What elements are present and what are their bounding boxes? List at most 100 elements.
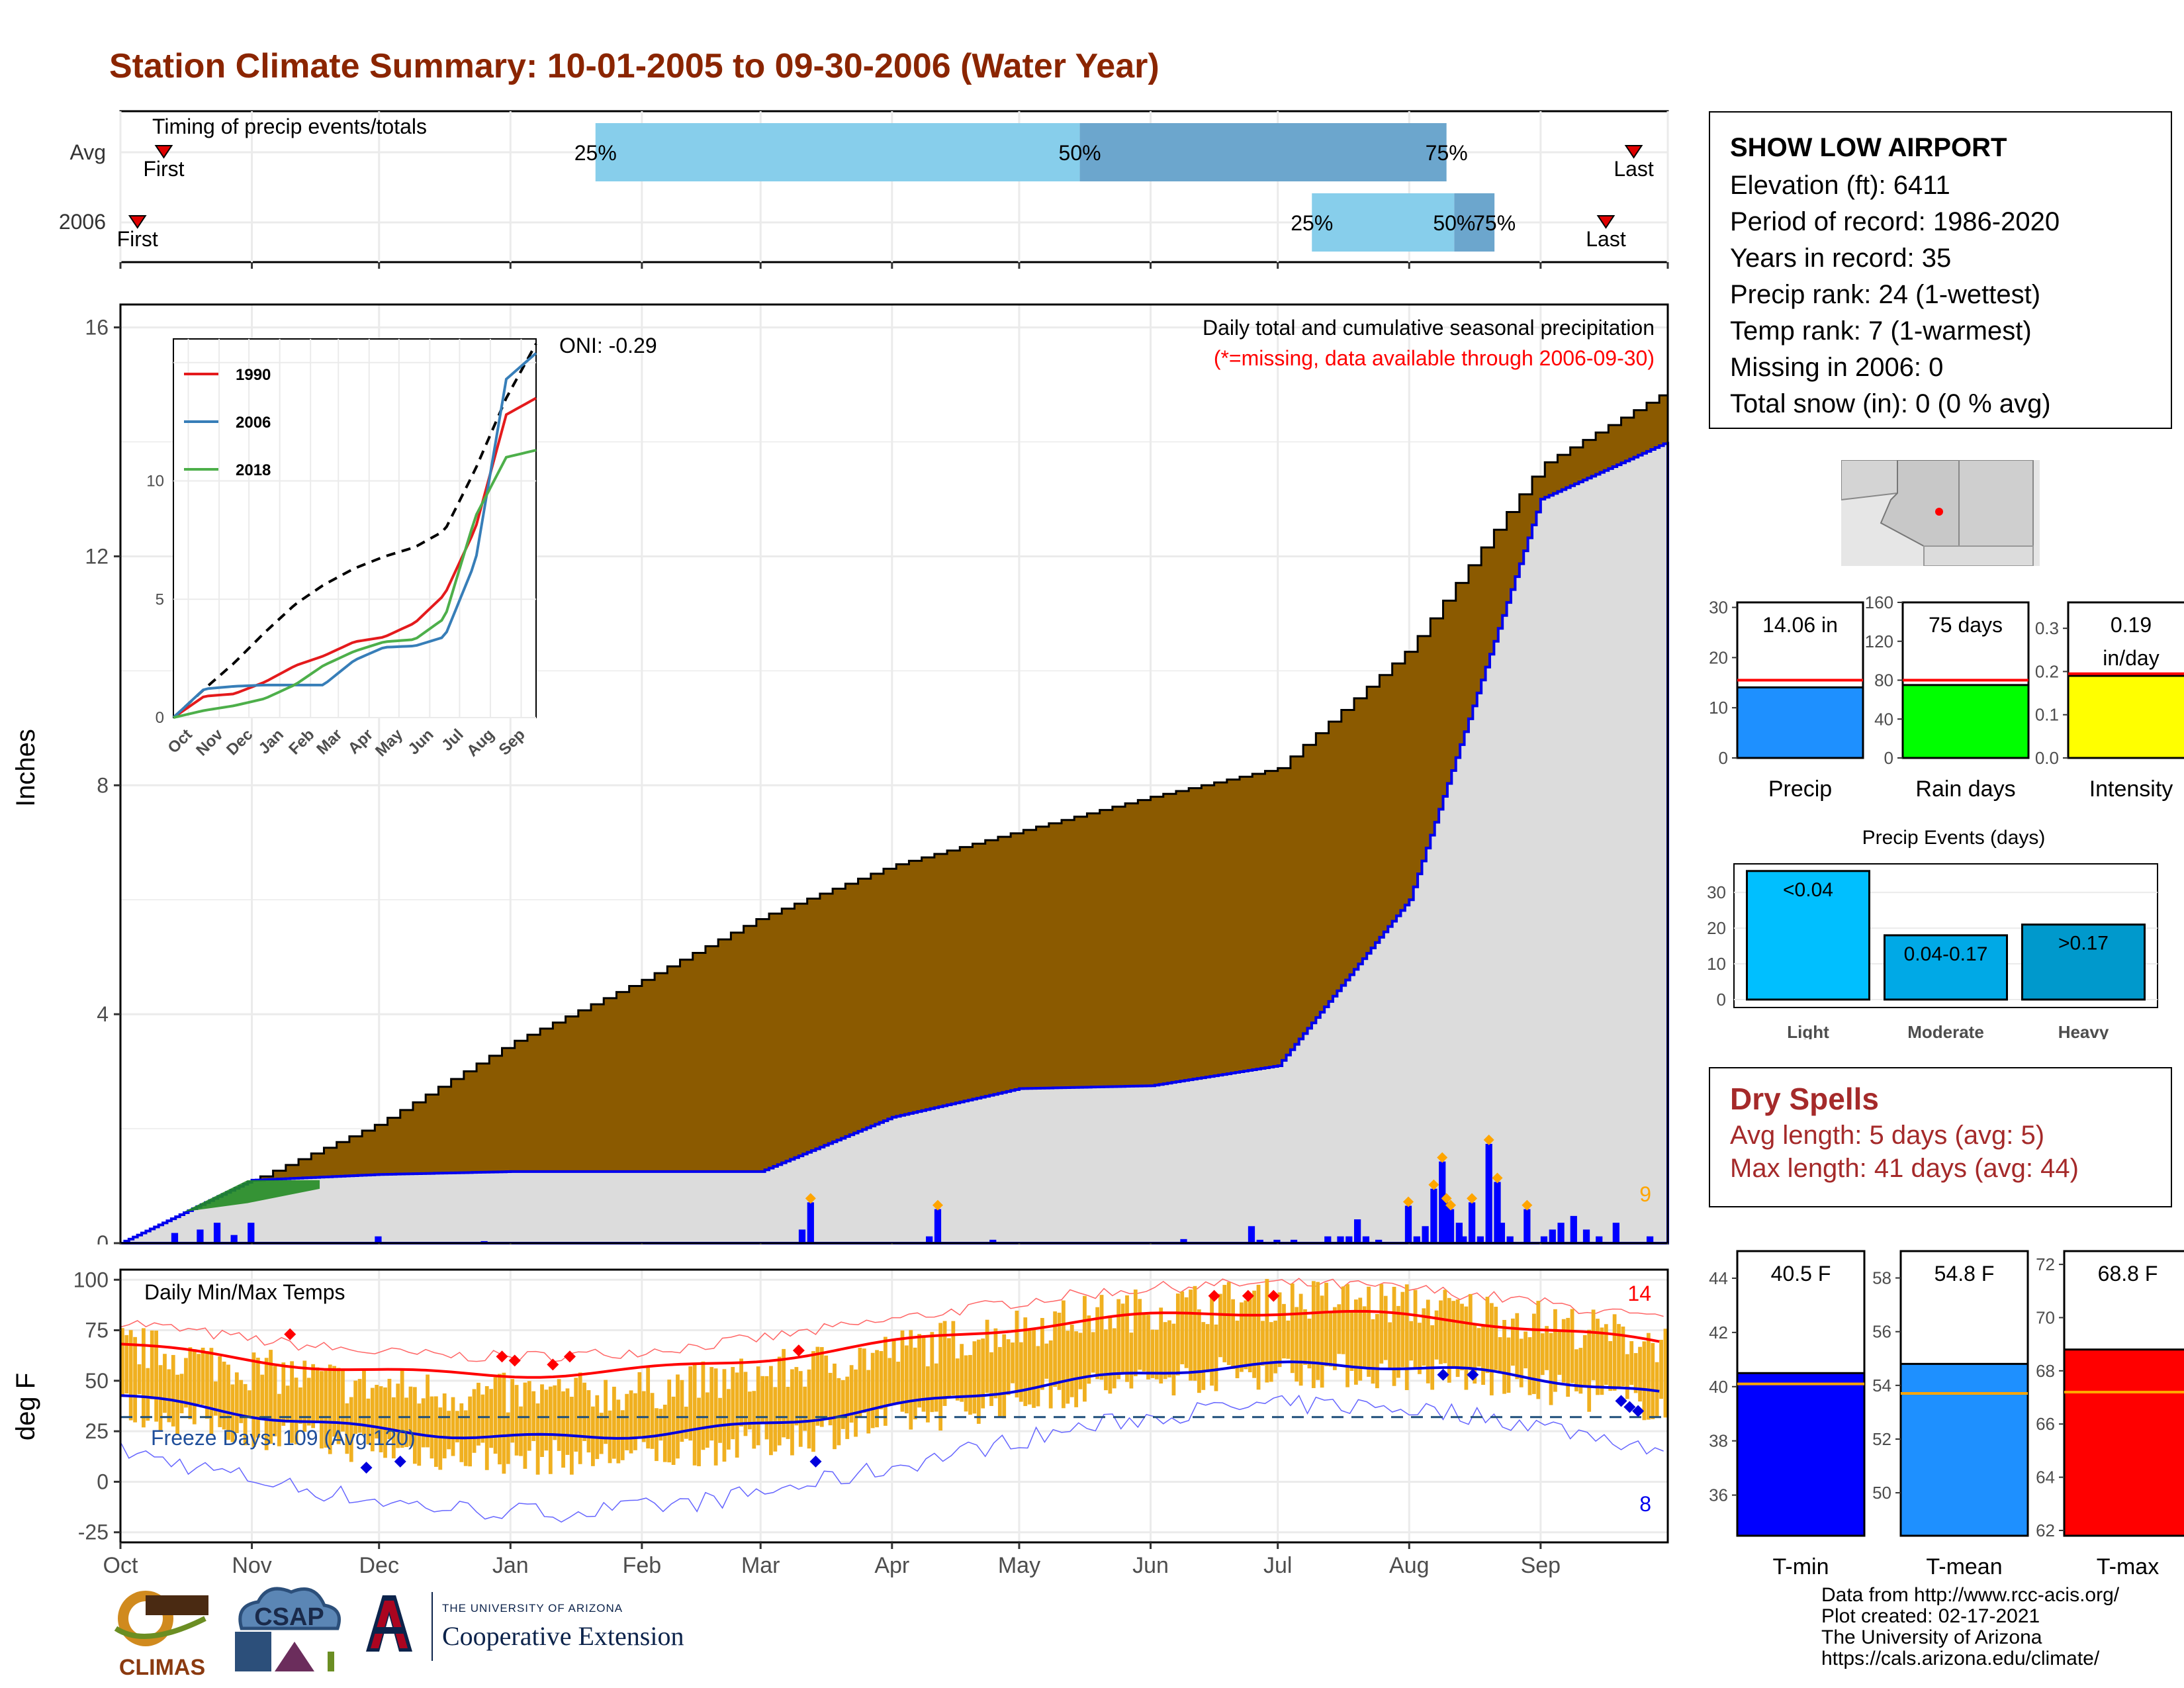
daily-temp-bar: [811, 1351, 815, 1452]
daily-temp-bar: [341, 1369, 345, 1432]
daily-precip-bar: [1443, 1202, 1450, 1243]
daily-temp-bar: [790, 1369, 794, 1456]
temp-y-tick-label: 25: [85, 1419, 109, 1443]
footer-line-data: Data from http://www.rcc-acis.org/: [1821, 1584, 2120, 1606]
daily-temp-bar: [1146, 1315, 1150, 1380]
daily-precip-bar: [1557, 1223, 1565, 1243]
daily-temp-bar: [1337, 1304, 1342, 1354]
temp-y-tick-label: 75: [85, 1319, 109, 1342]
daily-temp-bar: [819, 1346, 824, 1427]
mini-bar-tick-label: 0.3: [2035, 618, 2059, 638]
station-name: SHOW LOW AIRPORT: [1730, 133, 2007, 162]
daily-temp-bar: [1375, 1313, 1379, 1389]
daily-temp-bar: [218, 1356, 222, 1427]
heavy-precip-marker: [1402, 1196, 1414, 1207]
daily-temp-bar: [523, 1382, 527, 1469]
daily-precip-bar: [807, 1202, 814, 1243]
daily-temp-bar: [472, 1389, 477, 1453]
temp-y-tick-label: 50: [85, 1369, 109, 1393]
inset-legend-label: 1990: [236, 366, 271, 384]
daily-temp-bar: [510, 1379, 515, 1443]
daily-temp-bar: [1629, 1341, 1634, 1385]
temp-bar-value-label: 68.8 F: [2098, 1262, 2158, 1286]
daily-precip-bar: [375, 1236, 382, 1243]
hot-count: 14: [1627, 1282, 1651, 1305]
precip-y-tick-label: 0: [97, 1231, 109, 1244]
daily-temp-bar: [239, 1380, 244, 1423]
daily-temp-bar: [667, 1380, 672, 1463]
daily-temp-bar: [1578, 1348, 1583, 1394]
daily-precip-bar: [1477, 1236, 1484, 1243]
month-label: Mar: [741, 1553, 780, 1578]
daily-temp-bar: [773, 1387, 778, 1452]
daily-temp-bar: [947, 1338, 951, 1399]
timing-bar-q25-q50: [595, 123, 1080, 181]
daily-temp-bar: [1180, 1291, 1185, 1364]
daily-temp-bar: [1087, 1315, 1091, 1384]
daily-temp-bar: [480, 1394, 485, 1443]
daily-temp-bar: [154, 1331, 159, 1422]
daily-temp-bar: [960, 1344, 964, 1402]
daily-temp-bar: [459, 1403, 464, 1462]
daily-temp-bar: [519, 1406, 523, 1456]
temp-bar-tick-label: 64: [2036, 1468, 2055, 1487]
daily-temp-bar: [370, 1387, 375, 1452]
climas-logo: CLIMAS: [114, 1591, 208, 1680]
temp-content: [120, 1278, 1668, 1523]
heavy-precip-marker: [1467, 1193, 1478, 1204]
daily-temp-bar: [713, 1368, 718, 1466]
temp-bar-tick-label: 38: [1709, 1431, 1728, 1451]
temp-bar-value: [1736, 1372, 1866, 1537]
daily-precip-bar: [1180, 1239, 1187, 1243]
daily-temp-bar: [366, 1398, 371, 1444]
daily-temp-bar: [722, 1369, 727, 1462]
daily-temp-bar: [989, 1352, 993, 1406]
daily-temp-bar: [387, 1378, 392, 1440]
daily-temp-bar: [163, 1354, 167, 1413]
daily-temp-bar: [426, 1374, 430, 1448]
dry-spells-avg: Avg length: 5 days (avg: 5): [1730, 1121, 2045, 1150]
daily-temp-bar: [498, 1374, 502, 1465]
daily-temp-bar: [391, 1397, 396, 1459]
temp-bar-tick-label: 62: [2036, 1521, 2055, 1540]
daily-temp-bar: [926, 1366, 930, 1423]
daily-temp-bar: [544, 1389, 549, 1451]
mini-bar-label: Precip: [1768, 776, 1832, 802]
daily-temp-bar: [1332, 1307, 1337, 1370]
logo-divider: [432, 1592, 433, 1661]
daily-precip-bar: [1485, 1144, 1492, 1243]
daily-temp-bar: [726, 1389, 731, 1450]
temp-bar-label: T-max: [2097, 1554, 2159, 1579]
daily-temp-bar: [251, 1352, 256, 1447]
events-title: Precip Events (days): [1862, 827, 2046, 849]
daily-temp-bar: [905, 1345, 909, 1414]
month-label: Feb: [623, 1553, 662, 1578]
mini-bar-value: [1736, 686, 1864, 759]
daily-precip-bar: [1345, 1236, 1353, 1243]
daily-precip-bar: [1468, 1202, 1476, 1243]
daily-temp-bar: [1265, 1279, 1269, 1383]
daily-temp-bar: [197, 1354, 201, 1405]
daily-temp-bar: [1464, 1306, 1469, 1390]
daily-temp-bar: [1570, 1309, 1574, 1383]
daily-temp-bar: [349, 1397, 353, 1462]
daily-temp-bar: [1269, 1322, 1273, 1382]
daily-temp-bar: [1591, 1309, 1596, 1380]
daily-temp-bar: [120, 1328, 124, 1397]
daily-temp-bar: [1422, 1308, 1426, 1366]
events-bar-label: >0.17: [2058, 933, 2109, 955]
timing-q75-label: 75%: [1426, 141, 1468, 165]
daily-temp-bar: [1125, 1295, 1129, 1382]
daily-temp-bar: [1222, 1285, 1227, 1362]
daily-temp-bar: [404, 1397, 408, 1448]
daily-temp-bar: [255, 1358, 260, 1438]
temp-bar-tick-label: 72: [2036, 1254, 2055, 1274]
record-low-marker: [360, 1462, 373, 1474]
daily-temp-bar: [985, 1319, 989, 1393]
daily-temp-bar: [586, 1390, 591, 1453]
daily-temp-bar: [205, 1351, 209, 1419]
daily-temp-bar: [484, 1385, 489, 1470]
mini-bar-tick-label: 0.0: [2035, 748, 2059, 768]
